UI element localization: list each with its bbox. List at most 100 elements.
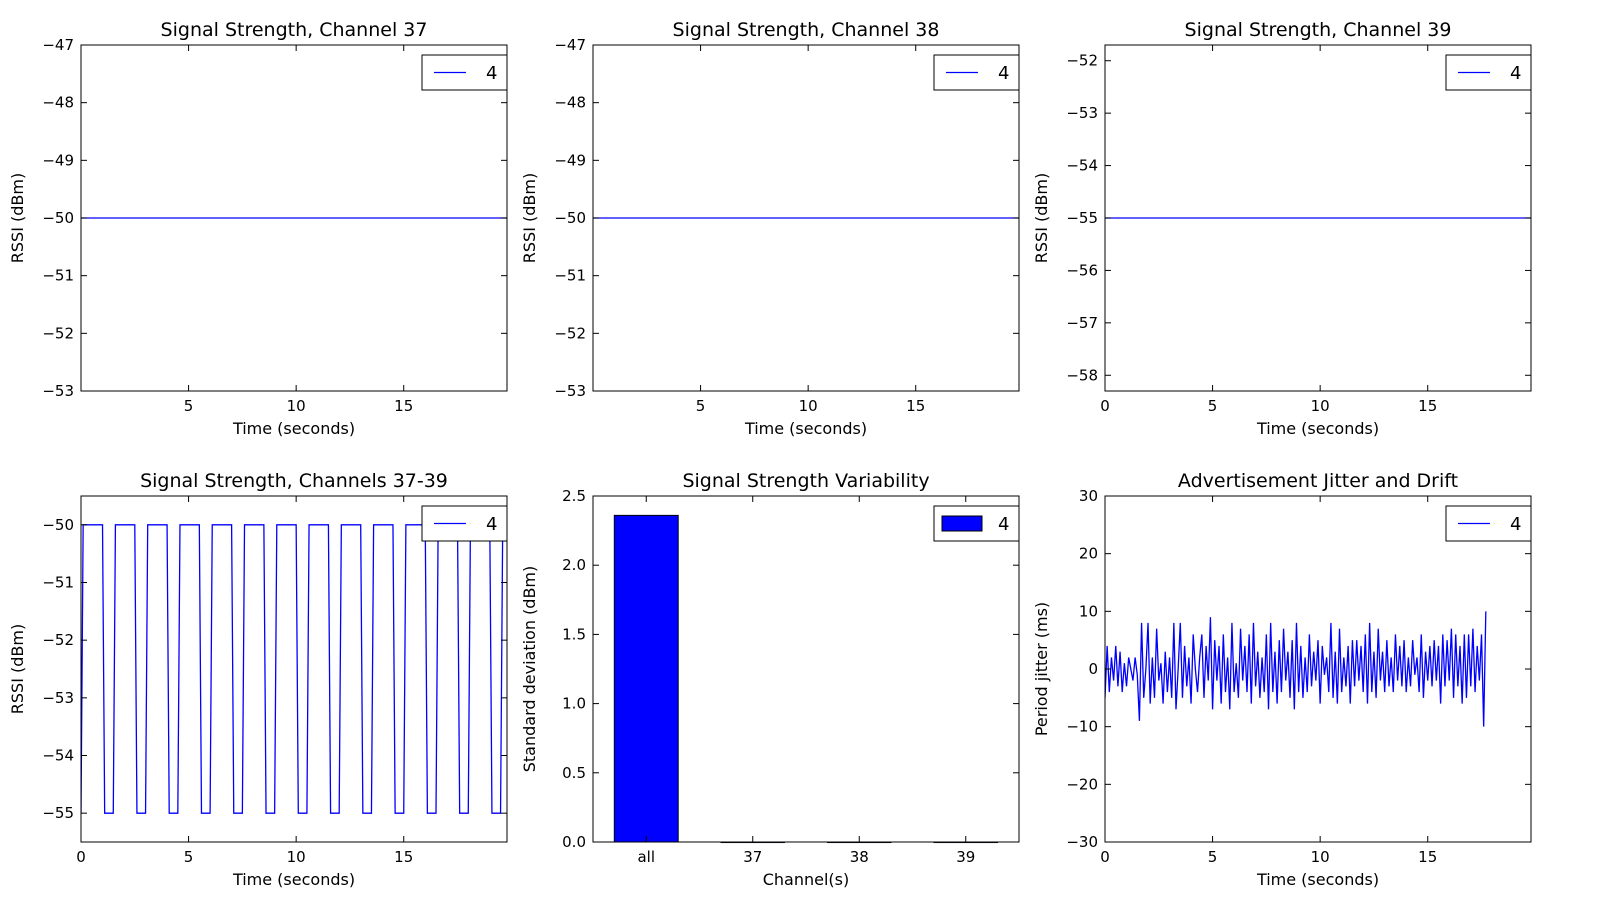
chart-2: Signal Strength, Channel 38 −53 −52 −51 −50 −… bbox=[520, 19, 1020, 438]
x-tick-label: 15 bbox=[1418, 397, 1437, 415]
x-tick-label: 37 bbox=[743, 848, 762, 866]
y-tick-label: −55 bbox=[1066, 209, 1098, 227]
x-tick-label: 15 bbox=[394, 848, 413, 866]
x-tick-label: 15 bbox=[906, 397, 925, 415]
y-axis-label: Standard deviation (dBm) bbox=[520, 566, 539, 773]
y-tick-label: −51 bbox=[42, 574, 74, 592]
chart-3: Signal Strength, Channel 39 −58 −57 −56 −55 −… bbox=[1032, 19, 1532, 438]
legend-swatch bbox=[941, 515, 983, 532]
y-tick-label: −53 bbox=[42, 689, 74, 707]
y-tick-label: −57 bbox=[1066, 314, 1098, 332]
x-tick-label: 10 bbox=[1311, 848, 1330, 866]
y-tick-label: −48 bbox=[554, 94, 586, 112]
y-tick-label: −47 bbox=[42, 36, 74, 54]
legend-label: 4 bbox=[486, 63, 497, 84]
y-tick-label: −50 bbox=[42, 516, 74, 534]
y-tick-label: 20 bbox=[1079, 545, 1098, 563]
y-tick-label: −30 bbox=[1066, 833, 1098, 851]
y-tick-label: −10 bbox=[1066, 718, 1098, 736]
x-tick-label: 10 bbox=[799, 397, 818, 415]
y-tick-label: −56 bbox=[1066, 261, 1098, 279]
y-tick-label: 0.0 bbox=[562, 833, 586, 851]
x-tick-label: 39 bbox=[956, 848, 975, 866]
y-axis-label: RSSI (dBm) bbox=[8, 173, 27, 263]
x-tick-label: 5 bbox=[184, 397, 194, 415]
y-tick-label: −53 bbox=[554, 382, 586, 400]
chart-title: Signal Strength, Channel 39 bbox=[1185, 19, 1452, 41]
y-tick-label: −49 bbox=[554, 151, 586, 169]
y-tick-label: 10 bbox=[1079, 602, 1098, 620]
y-tick-label: −47 bbox=[554, 36, 586, 54]
x-axis-label: Time (seconds) bbox=[744, 419, 867, 438]
chart-title: Signal Strength, Channel 38 bbox=[673, 19, 940, 41]
legend: 4 bbox=[421, 505, 508, 542]
y-tick-label: 2.5 bbox=[562, 487, 586, 505]
x-axis-label: Time (seconds) bbox=[1256, 419, 1379, 438]
y-axis-label: Period jitter (ms) bbox=[1032, 602, 1051, 736]
x-tick-label: 5 bbox=[696, 397, 706, 415]
chart-title: Signal Strength, Channels 37-39 bbox=[140, 470, 448, 492]
chart-title: Signal Strength, Channel 37 bbox=[161, 19, 428, 41]
y-tick-label: −52 bbox=[554, 324, 586, 342]
y-tick-label: 1.0 bbox=[562, 695, 586, 713]
x-axis-label: Channel(s) bbox=[763, 870, 850, 889]
x-tick-label: 0 bbox=[1100, 397, 1110, 415]
y-tick-label: −58 bbox=[1066, 366, 1098, 384]
chart-4: Signal Strength, Channels 37-39 −55 −54 −53… bbox=[8, 470, 508, 889]
x-tick-label: 5 bbox=[184, 848, 194, 866]
legend-label: 4 bbox=[998, 514, 1009, 535]
y-tick-label: −52 bbox=[42, 324, 74, 342]
plot-frame bbox=[592, 495, 1020, 843]
y-tick-label: −20 bbox=[1066, 775, 1098, 793]
chart-title: Advertisement Jitter and Drift bbox=[1178, 470, 1458, 492]
chart-title: Signal Strength Variability bbox=[682, 470, 929, 492]
legend: 4 bbox=[1445, 54, 1532, 91]
y-tick-label: −51 bbox=[554, 267, 586, 285]
y-tick-label: −50 bbox=[554, 209, 586, 227]
legend-label: 4 bbox=[1510, 63, 1521, 84]
legend-label: 4 bbox=[486, 514, 497, 535]
legend: 4 bbox=[1445, 505, 1532, 542]
series-line-4 bbox=[1105, 611, 1487, 727]
chart-1: Signal Strength, Channel 37 −53 −52 −51 −50 −… bbox=[8, 19, 508, 438]
x-axis-label: Time (seconds) bbox=[232, 870, 355, 889]
legend: 4 bbox=[933, 505, 1020, 542]
y-tick-label: 30 bbox=[1079, 487, 1098, 505]
y-axis-label: RSSI (dBm) bbox=[1032, 173, 1051, 263]
x-tick-label: all bbox=[637, 848, 655, 866]
y-tick-label: −54 bbox=[42, 747, 74, 765]
plot-frame bbox=[80, 495, 508, 843]
y-tick-label: 2.0 bbox=[562, 556, 586, 574]
x-tick-label: 5 bbox=[1208, 397, 1218, 415]
x-axis-label: Time (seconds) bbox=[232, 419, 355, 438]
legend-label: 4 bbox=[1510, 514, 1521, 535]
x-axis-label: Time (seconds) bbox=[1256, 870, 1379, 889]
legend: 4 bbox=[933, 54, 1020, 91]
x-tick-label: 15 bbox=[1418, 848, 1437, 866]
series-line-4 bbox=[81, 524, 507, 814]
y-axis-label: RSSI (dBm) bbox=[8, 624, 27, 714]
legend: 4 bbox=[421, 54, 508, 91]
y-tick-label: 0 bbox=[1088, 660, 1098, 678]
y-axis-label: RSSI (dBm) bbox=[520, 173, 539, 263]
y-tick-label: −49 bbox=[42, 151, 74, 169]
y-tick-label: −55 bbox=[42, 804, 74, 822]
y-tick-label: 1.5 bbox=[562, 625, 586, 643]
chart-6: Advertisement Jitter and Drift −30 −20 −10 0… bbox=[1032, 470, 1532, 889]
y-tick-label: −52 bbox=[1066, 52, 1098, 70]
x-tick-label: 10 bbox=[287, 848, 306, 866]
legend-label: 4 bbox=[998, 63, 1009, 84]
x-tick-label: 15 bbox=[394, 397, 413, 415]
x-tick-label: 10 bbox=[1311, 397, 1330, 415]
x-tick-label: 0 bbox=[1100, 848, 1110, 866]
y-tick-label: −53 bbox=[1066, 104, 1098, 122]
y-tick-label: −52 bbox=[42, 631, 74, 649]
y-tick-label: −51 bbox=[42, 267, 74, 285]
y-tick-label: 0.5 bbox=[562, 764, 586, 782]
x-tick-label: 0 bbox=[76, 848, 86, 866]
x-tick-label: 38 bbox=[850, 848, 869, 866]
y-tick-label: −50 bbox=[42, 209, 74, 227]
x-tick-label: 5 bbox=[1208, 848, 1218, 866]
x-tick-label: 10 bbox=[287, 397, 306, 415]
